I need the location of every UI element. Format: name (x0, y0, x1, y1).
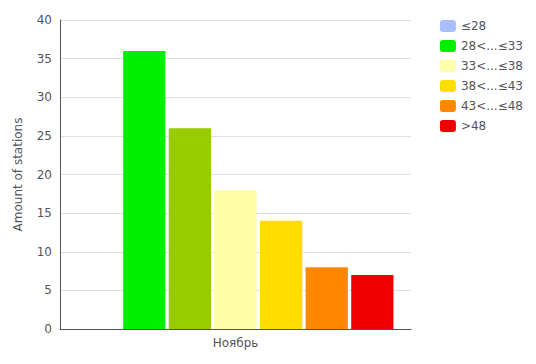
svg-text:Ноябрь: Ноябрь (213, 336, 259, 350)
svg-text:40: 40 (37, 13, 52, 27)
svg-text:43<...≤48: 43<...≤48 (461, 99, 523, 113)
svg-text:Amount of stations: Amount of stations (11, 118, 25, 232)
svg-text:20: 20 (37, 168, 52, 182)
svg-text:5: 5 (44, 283, 52, 297)
svg-text:38<...≤43: 38<...≤43 (461, 79, 523, 93)
svg-text:≤28: ≤28 (461, 19, 486, 33)
svg-text:28<...≤33: 28<...≤33 (461, 39, 523, 53)
svg-text:30: 30 (37, 90, 52, 104)
svg-text:>48: >48 (461, 119, 486, 133)
svg-text:33<...≤38: 33<...≤38 (461, 59, 523, 73)
svg-text:10: 10 (37, 245, 52, 259)
svg-text:0: 0 (44, 322, 52, 336)
svg-text:35: 35 (37, 52, 52, 66)
svg-text:15: 15 (37, 206, 52, 220)
svg-text:25: 25 (37, 129, 52, 143)
